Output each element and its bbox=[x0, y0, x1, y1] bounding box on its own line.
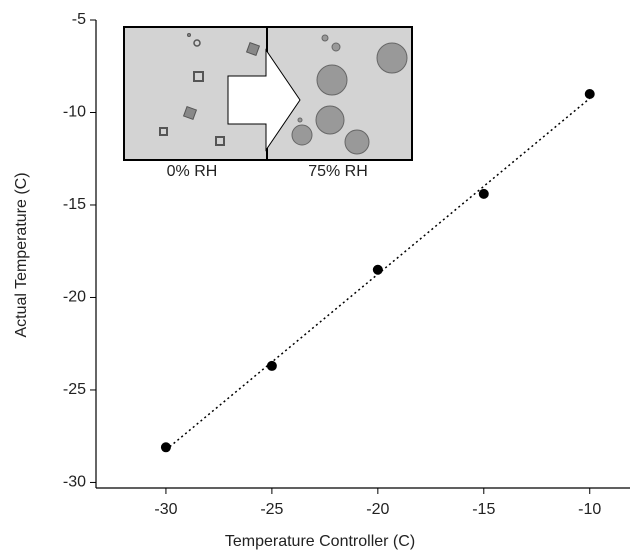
point bbox=[478, 188, 489, 199]
y-axis-label: Actual Temperature (C) bbox=[13, 172, 30, 337]
x-axis-label: Temperature Controller (C) bbox=[225, 533, 415, 550]
inset-label: 0% RH bbox=[167, 163, 218, 180]
x-tick-label: -20 bbox=[366, 501, 389, 518]
inset: 0% RH 75% RH bbox=[123, 26, 413, 180]
inset-label: 75% RH bbox=[308, 163, 368, 180]
inset-droplets bbox=[291, 34, 408, 155]
x-tick-label: -25 bbox=[260, 501, 283, 518]
point bbox=[372, 264, 383, 275]
y-tick-label: -25 bbox=[63, 381, 86, 398]
x-tick-label: -30 bbox=[154, 501, 177, 518]
y-tick-label: -20 bbox=[63, 289, 86, 306]
point bbox=[584, 88, 595, 99]
y-tick-label: -30 bbox=[63, 474, 86, 491]
y-tick-label: -10 bbox=[63, 104, 86, 121]
point bbox=[160, 442, 171, 453]
y-tick-label: -15 bbox=[63, 196, 86, 213]
point bbox=[266, 360, 277, 371]
x-tick-label: -15 bbox=[472, 501, 495, 518]
inset-arrow bbox=[227, 48, 301, 152]
y-tick-label: -5 bbox=[72, 11, 86, 28]
inset-crystals bbox=[159, 33, 261, 146]
x-tick-label: -10 bbox=[578, 501, 601, 518]
